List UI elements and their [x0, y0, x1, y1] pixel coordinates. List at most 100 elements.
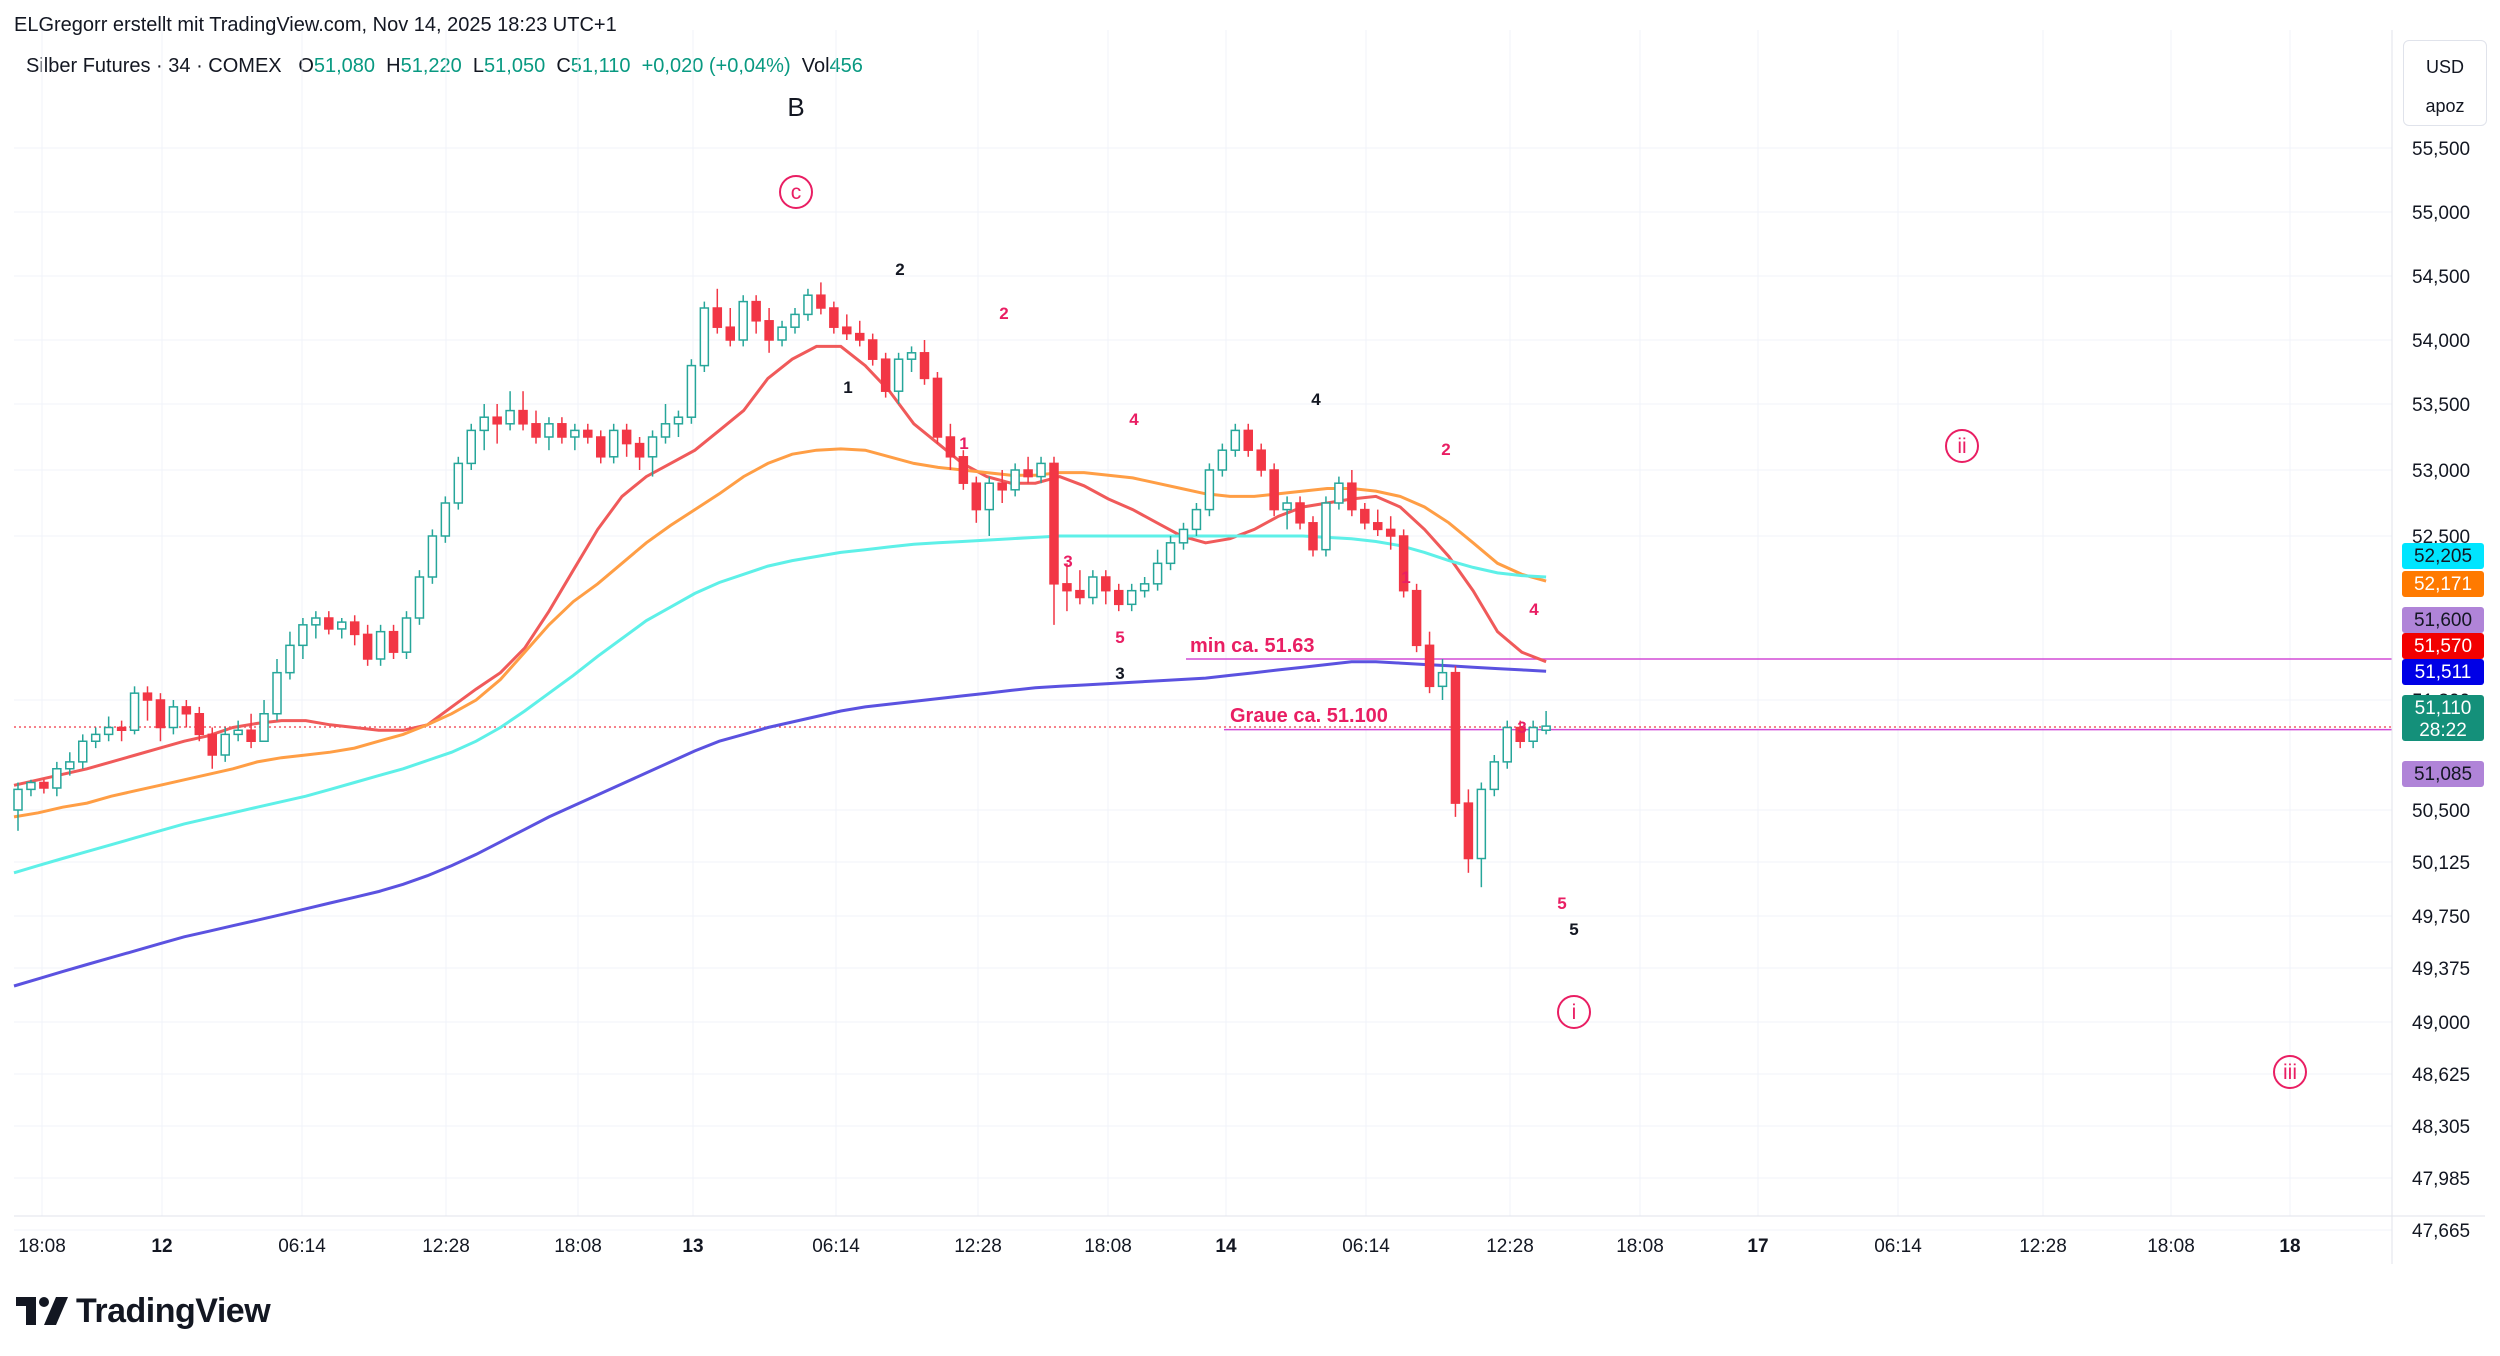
- tradingview-logo-text: TradingView: [76, 1292, 271, 1330]
- price-axis-tag-text: 51,085: [2414, 764, 2472, 785]
- price-axis-tag-text: 51,511: [2415, 662, 2472, 683]
- candle-body: [1541, 725, 1551, 731]
- candle-body: [1321, 502, 1331, 551]
- candle-body: [1385, 528, 1396, 537]
- candle-body: [816, 294, 826, 309]
- candle-body: [194, 713, 205, 736]
- price-tick-label: 49,750: [2412, 907, 2470, 928]
- wave-label: 4: [1529, 600, 1539, 619]
- candle-body: [1101, 576, 1111, 592]
- wave-circle-label: iii: [2283, 1061, 2297, 1084]
- candle-body: [1139, 583, 1150, 592]
- candlesticks: [13, 282, 1551, 888]
- symbol-name[interactable]: Silber Futures · 34 · COMEX: [26, 55, 282, 77]
- time-axis: 18:08 12 06:14 12:28 18:08 13 06:14 12:28 18:08 1…: [18, 1236, 2300, 1257]
- candle-body: [893, 358, 904, 392]
- price-tick-label: 48,305: [2412, 1117, 2470, 1138]
- candle-body: [544, 423, 554, 438]
- low-value: 51,050: [484, 55, 546, 77]
- candle-body: [919, 352, 930, 380]
- close-value: 51,110: [570, 55, 631, 77]
- candle-body: [725, 326, 735, 341]
- candle-body: [129, 692, 140, 732]
- time-tick-label: 12:28: [954, 1236, 1002, 1257]
- candle-body: [1334, 482, 1344, 504]
- candle-body: [1204, 469, 1215, 511]
- candle-body: [65, 761, 75, 770]
- candle-body: [52, 768, 62, 789]
- price-axis-tag-text: 52,171: [2414, 574, 2472, 595]
- candle-body: [1062, 583, 1072, 592]
- chart-grid: [14, 30, 2392, 1231]
- candle-body: [1230, 429, 1241, 451]
- candle-body: [971, 482, 982, 511]
- candle-body: [26, 781, 36, 791]
- time-tick-label: 13: [682, 1236, 703, 1257]
- candle-body: [686, 364, 697, 418]
- price-axis-labels: 52,205 52,171 51,600 51,570 51,511 51,11028:2…: [2402, 543, 2484, 787]
- wave-circle: [1945, 429, 1979, 463]
- candle-body: [78, 740, 88, 763]
- time-tick-label: 18:08: [2147, 1236, 2195, 1257]
- time-tick-label: 12:28: [2019, 1236, 2067, 1257]
- open-value: 51,080: [313, 55, 376, 77]
- candle-body: [492, 416, 502, 425]
- price-axis-tag: [2402, 695, 2484, 741]
- tradingview-logo-icon: [16, 1296, 68, 1325]
- price-tick-label: 48,625: [2412, 1065, 2470, 1086]
- wave-circle-label: i: [1572, 1001, 1577, 1024]
- candle-body: [1269, 469, 1279, 511]
- candle-body: [790, 313, 800, 328]
- candle-body: [829, 307, 839, 328]
- candle-body: [596, 436, 606, 458]
- candle-body: [220, 733, 230, 756]
- annotation-label: min ca. 51.63: [1190, 635, 1315, 657]
- candle-body: [453, 462, 464, 504]
- annotation-lines: [14, 658, 2392, 731]
- candle-body: [375, 630, 386, 660]
- candle-body: [777, 326, 787, 341]
- candle-body: [207, 733, 217, 756]
- annotation-texts: min ca. 51.63 Graue ca. 51.100: [1190, 635, 1388, 727]
- ema-line: [13, 660, 1547, 988]
- candle-body: [1347, 482, 1357, 511]
- ohlc-legend: Silber Futures · 34 · COMEX O51,080 H51,…: [26, 55, 863, 78]
- tradingview-logo[interactable]: TradingView: [16, 1292, 271, 1331]
- candle-body: [1308, 522, 1318, 551]
- candle-body: [1152, 562, 1163, 585]
- price-tick-label: 47,985: [2412, 1169, 2470, 1190]
- price-axis-tag: [2402, 761, 2484, 787]
- candle-body: [932, 377, 943, 438]
- candle-body: [479, 416, 489, 432]
- candle-body: [1088, 576, 1098, 599]
- candle-body: [880, 358, 891, 392]
- candle-body: [751, 300, 761, 322]
- wave-circle: [2273, 1055, 2307, 1089]
- price-axis-tag: [2402, 659, 2484, 685]
- wave-circle: [779, 175, 813, 209]
- candle-body: [518, 409, 528, 425]
- wave-circle-label: c: [791, 181, 802, 204]
- ema-line: [13, 534, 1547, 875]
- candle-body: [1010, 469, 1020, 491]
- wave-circle-label: ii: [1957, 435, 1966, 458]
- candle-body: [285, 644, 295, 674]
- candle-body: [1049, 462, 1059, 585]
- currency-selector[interactable]: USD apoz: [2403, 40, 2487, 126]
- price-tick-label: 49,000: [2412, 1013, 2470, 1034]
- price-tick-label: 53,500: [2412, 395, 2470, 416]
- scale-mode-label[interactable]: apoz: [2425, 96, 2465, 116]
- price-tick-label: 55,000: [2412, 203, 2470, 224]
- time-tick-label: 06:14: [1874, 1236, 1922, 1257]
- price-axis-tag: [2402, 543, 2484, 569]
- candle-body: [155, 699, 166, 729]
- candle-body: [298, 624, 308, 647]
- wave-label-large: B: [787, 92, 804, 122]
- wave-label: 5: [1557, 894, 1566, 913]
- candle-body: [505, 409, 515, 425]
- wave-label: 4: [1311, 390, 1321, 409]
- currency-label[interactable]: USD: [2425, 57, 2464, 77]
- candle-body: [764, 320, 774, 341]
- high-label: H: [386, 55, 401, 77]
